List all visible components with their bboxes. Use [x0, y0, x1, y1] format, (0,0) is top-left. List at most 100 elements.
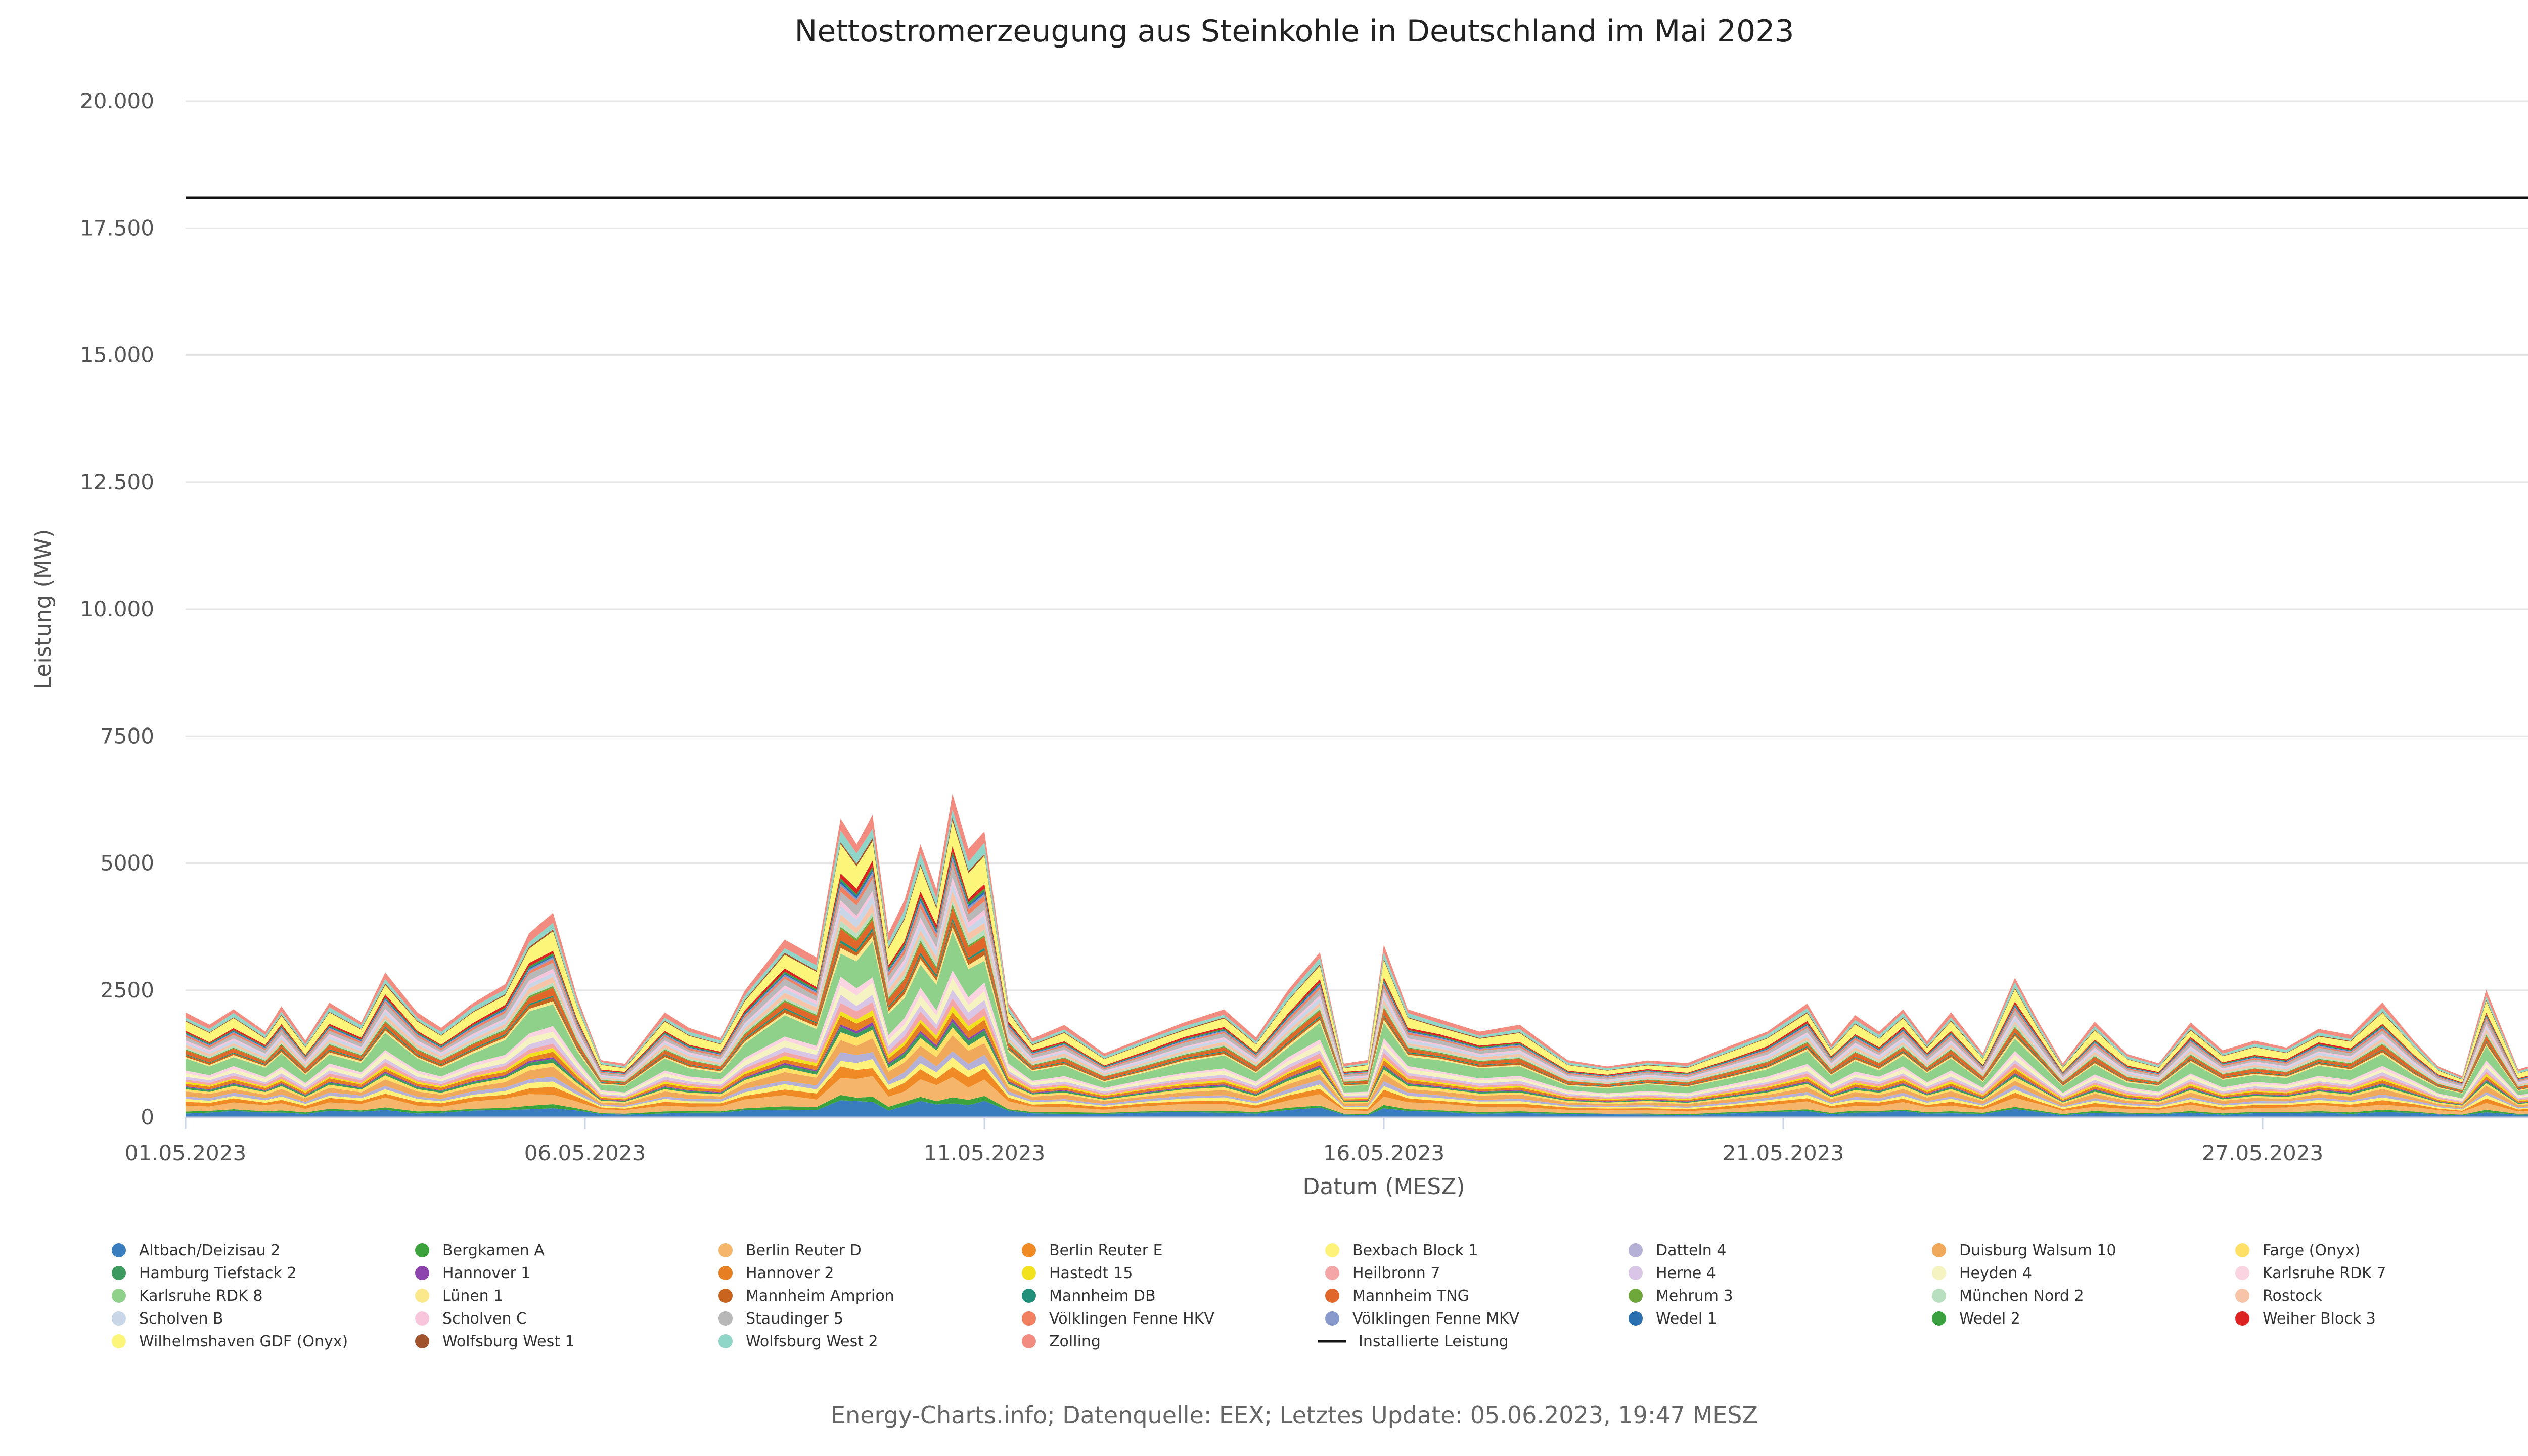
legend-item[interactable]: Hastedt 15: [1022, 1264, 1133, 1282]
legend-item[interactable]: Mannheim TNG: [1325, 1287, 1469, 1305]
legend-item[interactable]: Altbach/Deizisau 2: [112, 1242, 280, 1259]
legend-item[interactable]: Hannover 1: [415, 1264, 531, 1282]
legend-item[interactable]: Lünen 1: [415, 1287, 503, 1305]
legend-dot-symbol: [2235, 1311, 2249, 1326]
legend-label: Scholven B: [139, 1310, 223, 1328]
legend-label: Mannheim TNG: [1352, 1287, 1469, 1305]
legend-label: Berlin Reuter E: [1049, 1242, 1163, 1259]
y-tick-label: 0: [141, 1105, 154, 1129]
legend-item[interactable]: Hannover 2: [718, 1264, 834, 1282]
area-series-2: [186, 1095, 2528, 1116]
legend-dot-symbol: [718, 1311, 733, 1326]
legend-item[interactable]: Duisburg Walsum 10: [1932, 1242, 2116, 1259]
legend-label: Wedel 1: [1656, 1310, 1717, 1328]
legend-label: Wilhelmshaven GDF (Onyx): [139, 1333, 348, 1350]
legend-item[interactable]: Wedel 1: [1629, 1310, 1717, 1328]
legend-label: Völklingen Fenne HKV: [1049, 1310, 1214, 1328]
legend-item[interactable]: Völklingen Fenne HKV: [1022, 1310, 1214, 1328]
legend-dot-symbol: [1022, 1289, 1036, 1303]
legend-item[interactable]: Bergkamen A: [415, 1242, 545, 1259]
legend-label: Farge (Onyx): [2263, 1242, 2360, 1259]
legend-dot-symbol: [1022, 1311, 1036, 1326]
legend-dot-symbol: [1022, 1243, 1036, 1257]
area-series-1: [186, 1100, 2528, 1117]
y-tick-label: 15.000: [80, 343, 154, 368]
legend-label: Hamburg Tiefstack 2: [139, 1264, 297, 1282]
y-axis-label: Leistung (MW): [30, 529, 56, 690]
legend-label: Wolfsburg West 2: [746, 1333, 878, 1350]
x-tick-label: 27.05.2023: [2202, 1141, 2323, 1165]
x-tick-label: 11.05.2023: [924, 1141, 1045, 1165]
legend-dot-symbol: [1325, 1289, 1339, 1303]
legend-dot-symbol: [718, 1243, 733, 1257]
legend-label: Wolfsburg West 1: [442, 1333, 575, 1350]
legend-label: Berlin Reuter D: [746, 1242, 862, 1259]
y-tick-label: 7500: [100, 723, 154, 748]
legend-label: Karlsruhe RDK 8: [139, 1287, 262, 1305]
legend-item[interactable]: Wedel 2: [1932, 1310, 2020, 1328]
legend-item[interactable]: Wolfsburg West 2: [718, 1333, 878, 1350]
legend-label: Herne 4: [1656, 1264, 1716, 1282]
area-series-3: [186, 1076, 2528, 1115]
legend-item[interactable]: München Nord 2: [1932, 1287, 2084, 1305]
legend-item[interactable]: Zolling: [1022, 1333, 1101, 1350]
y-tick-label: 10.000: [80, 597, 154, 621]
legend-item[interactable]: Farge (Onyx): [2235, 1242, 2360, 1259]
x-axis-label: Datum (MESZ): [1303, 1174, 1465, 1200]
legend-dot-symbol: [112, 1334, 126, 1348]
legend-dot-symbol: [2235, 1289, 2249, 1303]
legend-dot-symbol: [415, 1334, 429, 1348]
legend-dot-symbol: [2235, 1243, 2249, 1257]
legend-label: München Nord 2: [1959, 1287, 2084, 1305]
legend-item[interactable]: Heyden 4: [1932, 1264, 2032, 1282]
credits[interactable]: Energy-Charts.info; Datenquelle: EEX; Le…: [831, 1401, 1758, 1429]
legend-item[interactable]: Weiher Block 3: [2235, 1310, 2376, 1328]
legend[interactable]: Altbach/Deizisau 2 Bergkamen A Berlin Reut…: [112, 1242, 2386, 1350]
legend-item[interactable]: Berlin Reuter D: [718, 1242, 862, 1259]
legend-item[interactable]: Bexbach Block 1: [1325, 1242, 1478, 1259]
legend-item[interactable]: Staudinger 5: [718, 1310, 843, 1328]
x-tick-label: 16.05.2023: [1323, 1141, 1444, 1165]
legend-dot-symbol: [1932, 1266, 1946, 1280]
legend-item[interactable]: Rostock: [2235, 1287, 2322, 1305]
legend-dot-symbol: [1022, 1334, 1036, 1348]
legend-dot-symbol: [1325, 1266, 1339, 1280]
x-tick-label: 06.05.2023: [524, 1141, 646, 1165]
legend-item[interactable]: Berlin Reuter E: [1022, 1242, 1163, 1259]
legend-item[interactable]: Mannheim DB: [1022, 1287, 1156, 1305]
legend-item[interactable]: Wolfsburg West 1: [415, 1333, 575, 1350]
legend-dot-symbol: [718, 1289, 733, 1303]
legend-item[interactable]: Scholven C: [415, 1310, 527, 1328]
legend-item[interactable]: Hamburg Tiefstack 2: [112, 1264, 297, 1282]
legend-dot-symbol: [1629, 1311, 1643, 1326]
area-series-17: [186, 931, 2528, 1099]
legend-item[interactable]: Herne 4: [1629, 1264, 1716, 1282]
legend-label: Hannover 2: [746, 1264, 834, 1282]
chart-title: Nettostromerzeugung aus Steinkohle in De…: [794, 14, 1794, 49]
legend-item[interactable]: Heilbronn 7: [1325, 1264, 1440, 1282]
legend-label: Völklingen Fenne MKV: [1352, 1310, 1520, 1328]
legend-dot-symbol: [415, 1289, 429, 1303]
y-tick-label: 12.500: [80, 470, 154, 494]
legend-item[interactable]: Wilhelmshaven GDF (Onyx): [112, 1333, 348, 1350]
legend-item[interactable]: Installierte Leistung: [1318, 1333, 1509, 1350]
legend-label: Hannover 1: [442, 1264, 531, 1282]
legend-item[interactable]: Karlsruhe RDK 7: [2235, 1264, 2386, 1282]
y-tick-label: 17.500: [80, 215, 154, 240]
legend-item[interactable]: Mehrum 3: [1629, 1287, 1733, 1305]
legend-dot-symbol: [718, 1266, 733, 1280]
legend-label: Heyden 4: [1959, 1264, 2032, 1282]
legend-label: Weiher Block 3: [2263, 1310, 2376, 1328]
legend-label: Heilbronn 7: [1352, 1264, 1440, 1282]
legend-item[interactable]: Karlsruhe RDK 8: [112, 1287, 262, 1305]
legend-item[interactable]: Völklingen Fenne MKV: [1325, 1310, 1520, 1328]
legend-label: Karlsruhe RDK 7: [2263, 1264, 2386, 1282]
legend-label: Zolling: [1049, 1333, 1101, 1350]
legend-dot-symbol: [112, 1311, 126, 1326]
legend-dot-symbol: [1932, 1311, 1946, 1326]
legend-item[interactable]: Datteln 4: [1629, 1242, 1726, 1259]
legend-item[interactable]: Scholven B: [112, 1310, 223, 1328]
legend-item[interactable]: Mannheim Amprion: [718, 1287, 894, 1305]
x-tick-label: 21.05.2023: [1723, 1141, 1844, 1165]
